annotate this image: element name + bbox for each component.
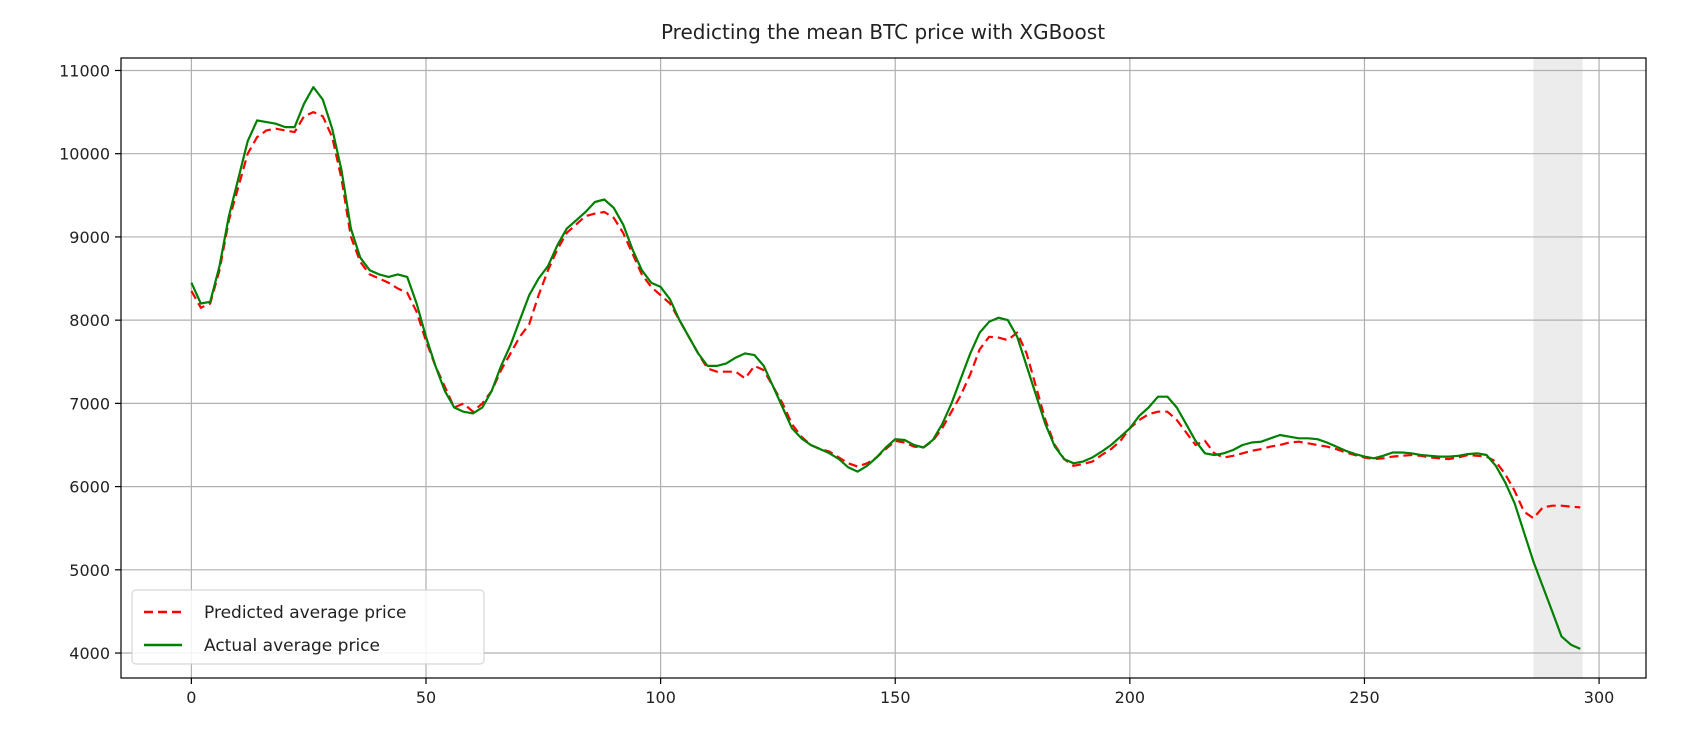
y-tick-label: 8000 xyxy=(69,311,110,330)
y-tick-label: 4000 xyxy=(69,644,110,663)
legend-label: Actual average price xyxy=(204,636,380,656)
y-tick-label: 10000 xyxy=(59,145,110,164)
plot-frame xyxy=(120,57,1647,679)
actual-price-line xyxy=(190,86,1581,650)
chart-title: Predicting the mean BTC price with XGBoo… xyxy=(661,20,1105,44)
legend: Predicted average price Actual average pr… xyxy=(131,589,485,665)
y-tick-label: 11000 xyxy=(59,61,110,80)
y-tick-label: 9000 xyxy=(69,228,110,247)
x-tick-label: 200 xyxy=(1115,688,1146,707)
x-tick-label: 150 xyxy=(880,688,911,707)
y-tick-label: 7000 xyxy=(69,394,110,413)
x-tick-label: 300 xyxy=(1584,688,1615,707)
plot-area: 0 50 100 150 200 250 300 4000 5000 6000 7000 8000 90… xyxy=(59,57,1647,707)
highlight-region xyxy=(1533,58,1583,678)
x-tick-label: 250 xyxy=(1349,688,1380,707)
x-tick-label: 50 xyxy=(416,688,436,707)
legend-box xyxy=(131,589,485,665)
x-tick-label: 0 xyxy=(186,688,196,707)
x-tick-label: 100 xyxy=(645,688,676,707)
y-tick-label: 6000 xyxy=(69,478,110,497)
y-tick-label: 5000 xyxy=(69,561,110,580)
legend-label: Predicted average price xyxy=(204,603,407,623)
